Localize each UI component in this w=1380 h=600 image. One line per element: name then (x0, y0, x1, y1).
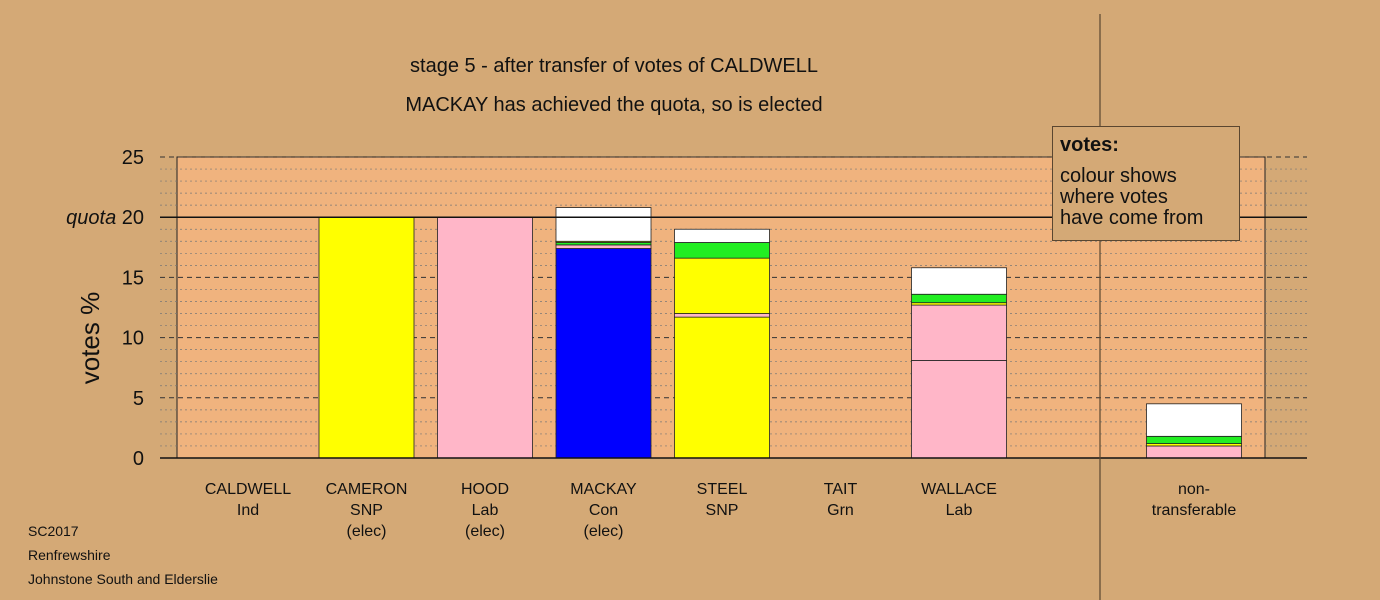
bar-segment (555, 244, 652, 249)
footer-line-2: Renfrewshire (28, 547, 111, 563)
footer-line-1: SC2017 (28, 523, 79, 539)
category-label: CAMERON (326, 481, 408, 498)
category-label: (elec) (465, 523, 505, 540)
legend-line-3: have come from (1060, 207, 1204, 229)
category-label: non- (1178, 481, 1210, 498)
bar-segment (674, 316, 770, 459)
chart-title: stage 5 - after transfer of votes of CAL… (410, 55, 818, 77)
bar-segment (674, 228, 770, 243)
bar-segment (911, 304, 1007, 361)
category-label: HOOD (461, 481, 509, 498)
bar-segment (911, 293, 1007, 304)
category-label: SNP (350, 502, 383, 519)
category-labels: CALDWELL Ind CAMERON SNP (elec) HOOD Lab (elec)… (205, 481, 1236, 540)
category-label: MACKAY (570, 481, 637, 498)
legend: votes: colour shows where votes have com… (1052, 126, 1240, 241)
category-label: Lab (472, 502, 499, 519)
y-tick-label: quota 20 (66, 207, 144, 229)
y-tick-label: 0 (133, 448, 144, 470)
category-label: Ind (237, 502, 259, 519)
bar-segment (674, 257, 770, 314)
bar-segment (318, 216, 415, 459)
bar-segment (1146, 435, 1242, 444)
bar-segment (911, 267, 1007, 295)
category-label: transferable (1152, 502, 1237, 519)
bar-segment (555, 207, 652, 242)
chart-subtitle: MACKAY has achieved the quota, so is ele… (405, 94, 822, 116)
y-axis-label: votes % (75, 292, 105, 385)
category-label: SNP (706, 502, 739, 519)
category-label: CALDWELL (205, 481, 291, 498)
bar-segment (1146, 403, 1242, 437)
legend-line-2: where votes (1060, 186, 1168, 208)
y-ticks: 0 5 10 15 quota 20 25 (66, 147, 144, 470)
category-label: STEEL (697, 481, 748, 498)
y-tick-label: 25 (122, 147, 144, 169)
category-label: Grn (827, 502, 854, 519)
legend-line-1: colour shows (1060, 165, 1177, 187)
bar-segment (911, 360, 1007, 459)
bar-segment (674, 242, 770, 259)
footer-line-3: Johnstone South and Elderslie (28, 571, 218, 587)
category-label: TAIT (824, 481, 858, 498)
category-label: Con (589, 502, 618, 519)
bar-segment (555, 248, 652, 459)
bars (318, 207, 1242, 459)
category-label: WALLACE (921, 481, 997, 498)
category-label: (elec) (346, 523, 386, 540)
category-label: Lab (946, 502, 973, 519)
y-tick-label: 10 (122, 328, 144, 350)
y-tick-label: 5 (133, 388, 144, 410)
y-tick-label: 15 (122, 267, 144, 289)
bar-segment (1146, 445, 1242, 459)
bar-segment (437, 216, 533, 459)
legend-title: votes: (1060, 134, 1119, 156)
bar-segment (674, 313, 770, 318)
category-label: (elec) (583, 523, 623, 540)
